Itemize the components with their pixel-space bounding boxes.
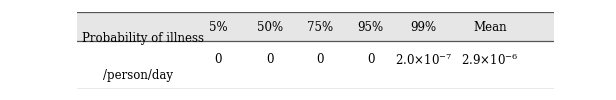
Text: $2.9{\times}10^{-6}$: $2.9{\times}10^{-6}$ <box>461 52 519 68</box>
Text: $2.0{\times}10^{-7}$: $2.0{\times}10^{-7}$ <box>394 52 452 68</box>
Text: 0: 0 <box>214 53 222 66</box>
Text: 5%: 5% <box>209 21 227 34</box>
Text: 50%: 50% <box>257 21 283 34</box>
Text: 95%: 95% <box>357 21 384 34</box>
Text: /person/day: /person/day <box>103 69 173 82</box>
FancyBboxPatch shape <box>77 12 554 41</box>
Text: 75%: 75% <box>307 21 333 34</box>
Text: 0: 0 <box>317 53 324 66</box>
Text: 0: 0 <box>267 53 274 66</box>
Text: 0: 0 <box>367 53 375 66</box>
Text: Mean: Mean <box>473 21 507 34</box>
Text: Probability of illness: Probability of illness <box>82 32 204 45</box>
Text: 99%: 99% <box>410 21 436 34</box>
